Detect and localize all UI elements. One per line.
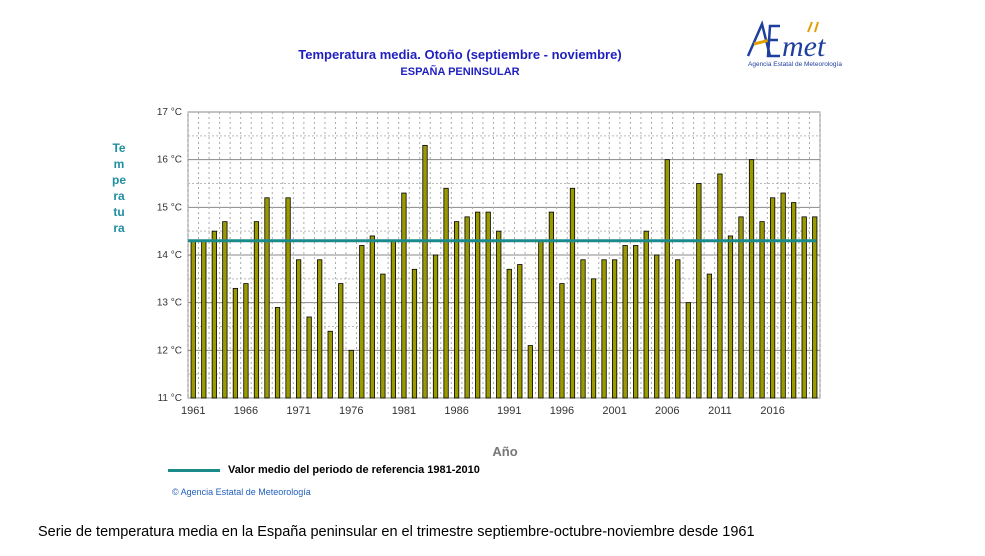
bar bbox=[348, 349, 354, 399]
bar bbox=[801, 216, 807, 399]
bar bbox=[201, 240, 207, 399]
bar bbox=[422, 144, 428, 399]
y-tick-label: 11 °C bbox=[158, 393, 182, 404]
bar bbox=[222, 221, 228, 399]
legend-reference-label: Valor medio del periodo de referencia 19… bbox=[228, 464, 480, 476]
bar bbox=[274, 307, 281, 399]
x-tick-label: 2011 bbox=[708, 405, 732, 417]
bar bbox=[812, 216, 818, 399]
bar bbox=[664, 159, 670, 399]
bar bbox=[369, 235, 375, 399]
bar bbox=[791, 202, 797, 399]
bar bbox=[601, 259, 607, 399]
copyright-icon: © bbox=[172, 487, 179, 497]
bar bbox=[380, 273, 386, 399]
y-axis-title: Temperatura bbox=[112, 141, 127, 235]
bar bbox=[769, 197, 776, 399]
x-tick-label: 1966 bbox=[234, 405, 258, 417]
bar-chart: 11 °C 12 °C 13 °C 14 °C 15 °C 16 °C 17 °C 1961 1… bbox=[157, 107, 821, 417]
bar bbox=[580, 259, 586, 399]
bar bbox=[727, 235, 734, 399]
y-tick-label: 17 °C bbox=[157, 107, 182, 118]
bar bbox=[633, 245, 639, 399]
bar bbox=[432, 254, 439, 399]
x-tick-label: 2006 bbox=[655, 405, 679, 417]
bar bbox=[327, 330, 333, 399]
bar bbox=[706, 273, 713, 399]
y-tick-label: 15 °C bbox=[157, 202, 182, 213]
bar bbox=[517, 264, 523, 399]
bar bbox=[569, 187, 576, 399]
bar bbox=[190, 240, 196, 399]
bar bbox=[443, 187, 449, 399]
y-tick-label: 13 °C bbox=[157, 298, 182, 309]
bar bbox=[538, 240, 544, 399]
bar bbox=[253, 221, 260, 399]
bar bbox=[548, 211, 555, 399]
bar bbox=[622, 245, 628, 399]
bar bbox=[475, 211, 481, 399]
bar bbox=[643, 230, 649, 399]
bar bbox=[780, 192, 786, 399]
bar bbox=[338, 283, 344, 399]
x-tick-label: 1996 bbox=[550, 405, 574, 417]
bar bbox=[685, 302, 691, 399]
bar bbox=[611, 259, 618, 399]
bar bbox=[359, 245, 365, 399]
aemet-logo-mark: met bbox=[746, 20, 826, 63]
bar bbox=[506, 268, 512, 399]
bar bbox=[496, 230, 502, 399]
bar bbox=[696, 183, 702, 399]
bar bbox=[243, 283, 249, 399]
bar bbox=[317, 259, 323, 399]
bar bbox=[453, 221, 460, 399]
bar bbox=[306, 316, 312, 399]
bar bbox=[527, 345, 533, 399]
bar bbox=[485, 211, 491, 399]
bar bbox=[211, 230, 217, 399]
y-tick-label: 16 °C bbox=[157, 155, 182, 166]
x-tick-label: 1976 bbox=[339, 405, 363, 417]
bar bbox=[411, 268, 418, 399]
bar bbox=[390, 240, 397, 399]
bar bbox=[464, 216, 470, 399]
y-tick-label: 12 °C bbox=[157, 345, 182, 356]
x-tick-label: 1971 bbox=[286, 405, 310, 417]
bar bbox=[285, 197, 291, 399]
chart-subtitle: ESPAÑA PENINSULAR bbox=[400, 66, 520, 78]
x-tick-label: 2001 bbox=[602, 405, 626, 417]
x-tick-label: 1961 bbox=[181, 405, 205, 417]
x-tick-label: 1981 bbox=[392, 405, 416, 417]
bar bbox=[759, 221, 765, 399]
bar bbox=[738, 216, 744, 399]
bar bbox=[559, 283, 565, 399]
aemet-logo: met bbox=[740, 16, 860, 76]
figure-caption: Serie de temperatura media en la España … bbox=[38, 524, 755, 540]
bar bbox=[717, 173, 723, 399]
x-axis-title: Año bbox=[492, 444, 518, 459]
aemet-tagline: Agencia Estatal de Meteorología bbox=[748, 61, 842, 68]
x-tick-label: 2016 bbox=[760, 405, 784, 417]
bar bbox=[748, 159, 755, 399]
bar bbox=[675, 259, 681, 399]
bar bbox=[264, 197, 270, 399]
y-tick-label: 14 °C bbox=[157, 250, 182, 261]
svg-text:met: met bbox=[782, 30, 826, 63]
bar bbox=[590, 278, 597, 399]
bar bbox=[654, 254, 660, 399]
copyright-notice: © Agencia Estatal de Meteorología bbox=[172, 487, 311, 497]
x-tick-label: 1986 bbox=[444, 405, 468, 417]
x-tick-label: 1991 bbox=[497, 405, 521, 417]
bar bbox=[232, 287, 239, 399]
legend-reference-swatch bbox=[168, 468, 220, 472]
bar bbox=[295, 259, 302, 399]
bar bbox=[401, 192, 407, 399]
chart-title: Temperatura media. Otoño (septiembre - n… bbox=[298, 47, 622, 62]
copyright-text: Agencia Estatal de Meteorología bbox=[180, 487, 311, 497]
legend: Valor medio del periodo de referencia 19… bbox=[168, 464, 480, 476]
